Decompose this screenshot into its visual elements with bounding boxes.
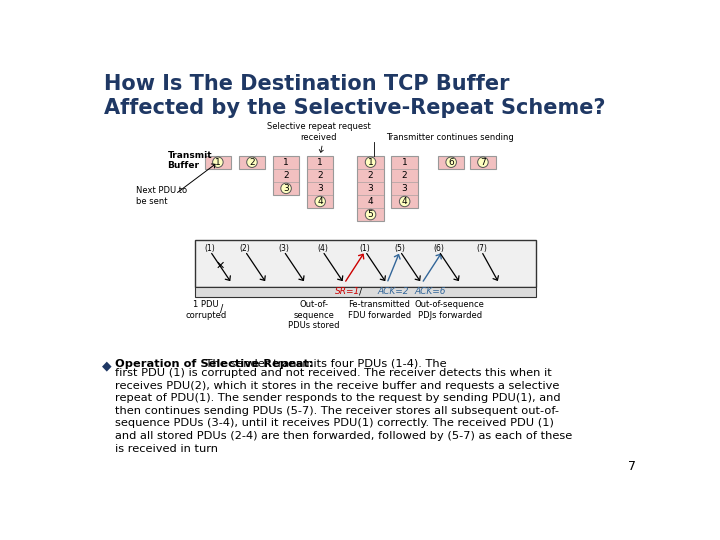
Circle shape [281,183,292,194]
Bar [469,156,496,168]
Text: 2: 2 [368,171,374,180]
Bar [194,240,536,287]
Text: SR=1: SR=1 [335,287,360,296]
Text: (5): (5) [395,244,405,253]
Text: 4: 4 [402,197,408,206]
Circle shape [400,196,410,207]
Text: (2): (2) [240,244,251,253]
Text: Out-of-sequence
PDJs forwarded: Out-of-sequence PDJs forwarded [415,300,485,320]
Text: 2: 2 [318,171,323,180]
Text: 7: 7 [480,158,486,167]
Text: 1 PDU
corrupted: 1 PDU corrupted [186,300,227,320]
Text: Transmitter continues sending: Transmitter continues sending [387,133,514,142]
Text: /: / [220,304,223,314]
Circle shape [212,157,223,167]
Text: ✕: ✕ [215,261,225,271]
Text: 1: 1 [283,158,289,167]
Bar [392,156,418,208]
Text: 4: 4 [368,197,374,206]
Text: Selective repeat request
received: Selective repeat request received [266,123,371,142]
Text: (1): (1) [360,244,371,253]
Text: Out-of-
sequence
PDUs stored: Out-of- sequence PDUs stored [288,300,340,330]
Text: 1: 1 [402,158,408,167]
Text: Transmit
Buffer: Transmit Buffer [168,151,212,171]
Text: (7): (7) [476,244,487,253]
Circle shape [477,157,488,167]
Bar [239,156,265,168]
Text: 6: 6 [449,158,454,167]
Bar [438,156,464,168]
Text: (1): (1) [204,244,215,253]
Text: 5: 5 [368,210,374,219]
Text: Operation of Selective Repeat:: Operation of Selective Repeat: [114,359,313,369]
Circle shape [315,196,325,207]
Text: /: / [359,287,362,296]
Text: first PDU (1) is corrupted and not received. The receiver detects this when it
r: first PDU (1) is corrupted and not recei… [114,368,572,454]
Text: (3): (3) [279,244,289,253]
Text: 1: 1 [318,158,323,167]
Text: (6): (6) [433,244,444,253]
Text: ◆: ◆ [102,359,112,372]
Text: 4: 4 [318,197,323,206]
Text: 2: 2 [283,171,289,180]
Text: Next PDU to
be sent: Next PDU to be sent [137,186,188,206]
Text: 3: 3 [318,184,323,193]
Text: 1: 1 [215,158,221,167]
Text: The sender transmits four PDUs (1-4). The: The sender transmits four PDUs (1-4). Th… [202,359,447,369]
Text: ACK=2: ACK=2 [378,287,409,296]
Text: 3: 3 [283,184,289,193]
Text: 1: 1 [368,158,374,167]
Circle shape [365,157,376,167]
Bar [357,156,384,221]
Text: How Is The Destination TCP Buffer
Affected by the Selective-Repeat Scheme?: How Is The Destination TCP Buffer Affect… [104,74,606,118]
Bar [273,156,300,195]
Text: 2: 2 [402,171,408,180]
Bar [194,287,536,298]
Circle shape [247,157,257,167]
Text: 7: 7 [629,460,636,473]
Text: ACK=6: ACK=6 [415,287,446,296]
Text: (4): (4) [317,244,328,253]
Bar [204,156,231,168]
Text: 3: 3 [402,184,408,193]
Circle shape [446,157,456,167]
Text: Fe-transmitted
FDU forwarded: Fe-transmitted FDU forwarded [348,300,410,320]
Text: 2: 2 [249,158,255,167]
Bar [307,156,333,208]
Text: 3: 3 [368,184,374,193]
Circle shape [365,210,376,220]
